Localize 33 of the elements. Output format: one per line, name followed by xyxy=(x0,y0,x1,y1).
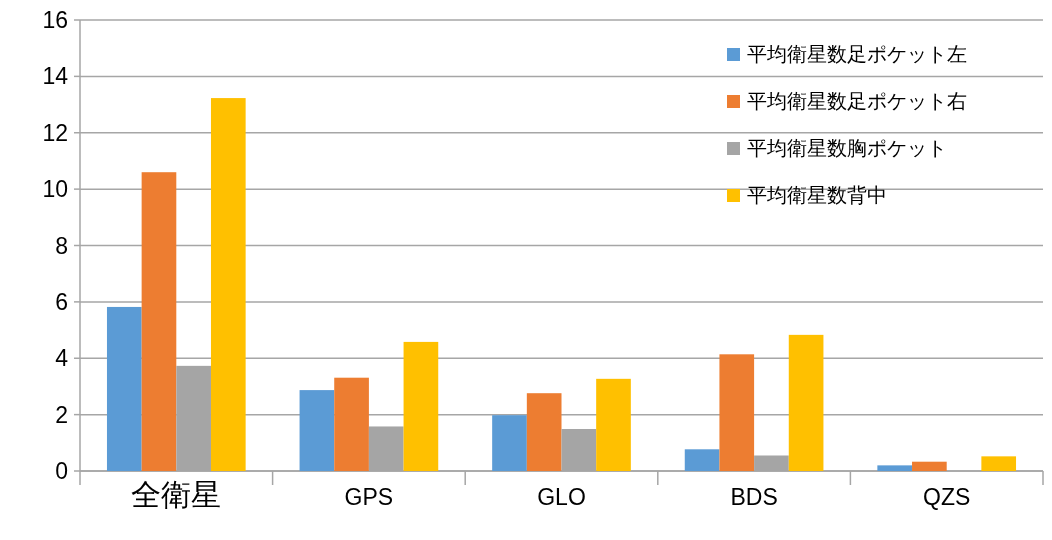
x-tick-label: 全衛星 xyxy=(131,478,222,511)
bar xyxy=(981,456,1017,471)
y-tick-label: 16 xyxy=(42,7,68,33)
x-tick-label: GPS xyxy=(344,484,394,510)
bar xyxy=(210,98,246,471)
y-tick-label: 14 xyxy=(42,63,69,90)
bar xyxy=(912,461,947,471)
y-tick-label: 10 xyxy=(42,176,68,203)
bar xyxy=(719,354,755,471)
bar xyxy=(299,390,335,471)
bar xyxy=(334,377,369,471)
bar xyxy=(106,306,142,471)
bar xyxy=(877,465,913,471)
y-tick-label: 6 xyxy=(55,288,68,315)
bar xyxy=(492,415,527,471)
legend-label: 平均衛星数胸ポケット xyxy=(747,137,947,159)
legend-label: 平均衛星数足ポケット右 xyxy=(747,90,967,112)
bar xyxy=(788,334,824,471)
legend-label: 平均衛星数背中 xyxy=(747,184,887,206)
bar xyxy=(141,172,177,471)
legend-label: 平均衛星数足ポケット左 xyxy=(747,43,967,65)
y-tick-label: 4 xyxy=(55,345,69,372)
y-tick-label: 0 xyxy=(55,458,68,484)
bar xyxy=(526,393,562,471)
x-tick-label: GLO xyxy=(537,484,586,510)
bar xyxy=(684,449,720,471)
x-tick-label: BDS xyxy=(730,484,778,510)
y-tick-label: 8 xyxy=(55,232,68,259)
y-tick-label: 2 xyxy=(55,401,68,428)
y-tick-label: 12 xyxy=(42,119,68,146)
bar xyxy=(596,378,631,471)
x-tick-label: QZS xyxy=(923,484,971,510)
bar xyxy=(403,341,439,471)
